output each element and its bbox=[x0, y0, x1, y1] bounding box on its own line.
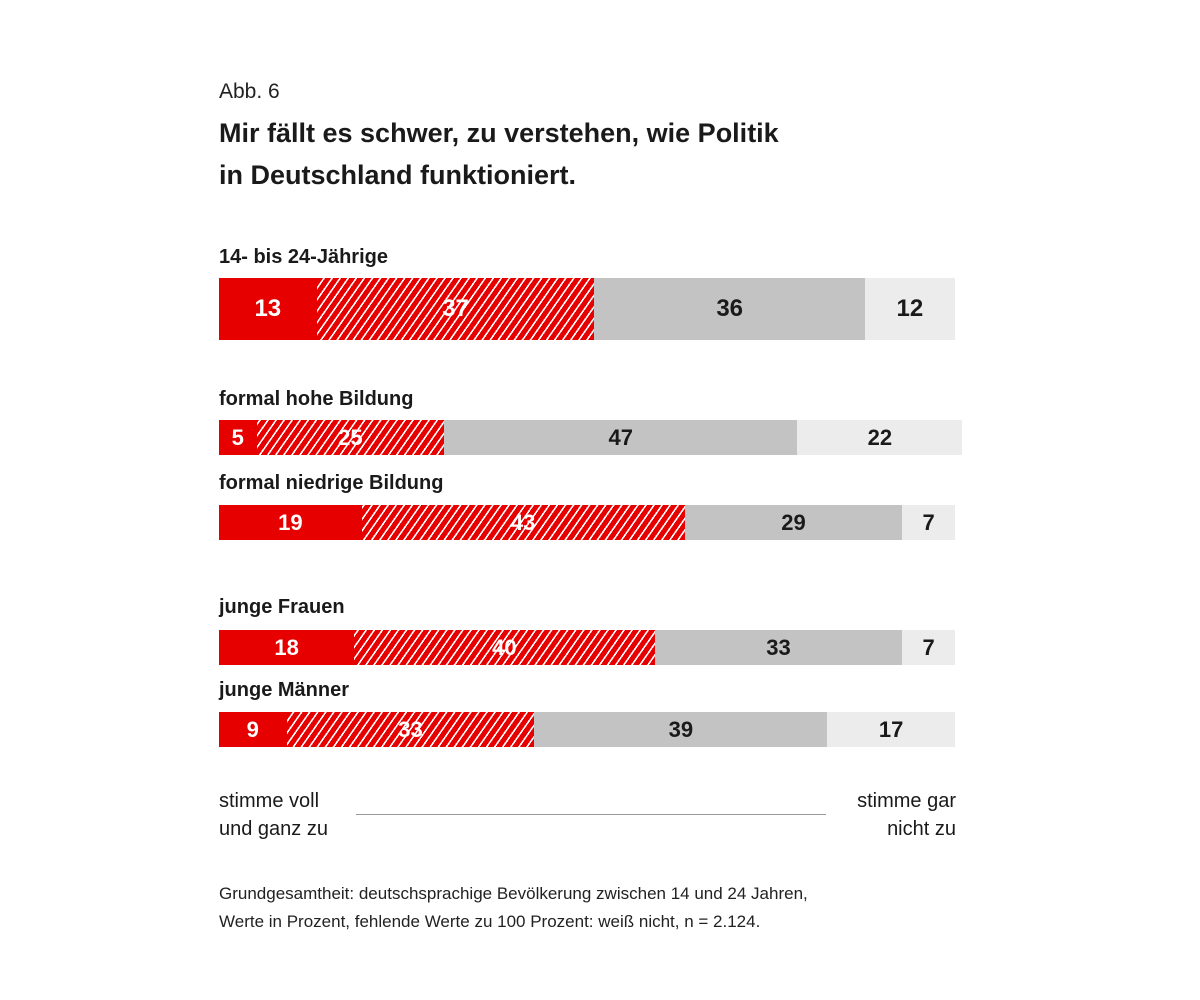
scale-label-right: stimme gar nicht zu bbox=[857, 787, 956, 843]
segment-eher-nicht: 29 bbox=[684, 505, 903, 540]
chart-title: Mir fällt es schwer, zu verstehen, wie P… bbox=[219, 112, 779, 196]
chart-title-line-2: in Deutschland funktioniert. bbox=[219, 160, 577, 190]
data-label: 29 bbox=[781, 509, 806, 535]
data-label: 37 bbox=[442, 295, 469, 322]
scale-label-right-line-2: nicht zu bbox=[887, 818, 956, 840]
segment-eher-nicht: 36 bbox=[594, 278, 865, 340]
scale-label-right-line-1: stimme gar bbox=[857, 790, 956, 812]
segment-eher-zu: 43 bbox=[361, 505, 685, 540]
chart-title-line-1: Mir fällt es schwer, zu verstehen, wie P… bbox=[219, 118, 779, 148]
category-label: 14- bis 24-Jährige bbox=[219, 246, 388, 268]
segment-voll-und-ganz: 13 bbox=[219, 278, 317, 340]
segment-voll-und-ganz: 5 bbox=[219, 420, 257, 455]
data-label: 36 bbox=[716, 295, 744, 322]
data-label: 25 bbox=[338, 424, 363, 450]
data-label: 47 bbox=[608, 424, 634, 450]
category-label: formal niedrige Bildung bbox=[219, 472, 444, 494]
segment-gar-nicht: 12 bbox=[864, 278, 955, 340]
data-label: 22 bbox=[867, 424, 893, 450]
segment-gar-nicht: 7 bbox=[902, 505, 955, 540]
bar-row: 18 40 33 7 bbox=[219, 630, 955, 665]
scale-label-left-line-2: und ganz zu bbox=[219, 818, 328, 840]
data-label: 5 bbox=[231, 424, 244, 450]
footnote-line-2: Werte in Prozent, fehlende Werte zu 100 … bbox=[219, 912, 761, 931]
segment-eher-nicht: 39 bbox=[534, 712, 828, 747]
data-label: 12 bbox=[896, 295, 924, 322]
segment-eher-nicht: 47 bbox=[444, 420, 798, 455]
footnote-line-1: Grundgesamtheit: deutschsprachige Bevölk… bbox=[219, 884, 808, 903]
segment-eher-zu: 25 bbox=[256, 420, 445, 455]
data-label: 9 bbox=[246, 716, 259, 742]
data-label: 7 bbox=[922, 509, 935, 535]
bar-row: 5 25 47 22 bbox=[219, 420, 963, 455]
category-label: junge Männer bbox=[219, 679, 350, 701]
bar-row: 9 33 39 17 bbox=[219, 712, 955, 747]
category-label: formal hohe Bildung bbox=[219, 388, 414, 410]
data-label: 39 bbox=[668, 716, 694, 742]
data-label: 33 bbox=[398, 716, 423, 742]
segment-gar-nicht: 22 bbox=[797, 420, 963, 455]
segment-voll-und-ganz: 9 bbox=[219, 712, 287, 747]
scale-label-left: stimme voll und ganz zu bbox=[219, 787, 328, 843]
data-label: 40 bbox=[492, 634, 517, 660]
data-label: 17 bbox=[878, 716, 904, 742]
segment-voll-und-ganz: 18 bbox=[219, 630, 355, 665]
segment-eher-zu: 33 bbox=[286, 712, 535, 747]
bar-row: 13 37 36 12 bbox=[219, 278, 955, 340]
data-label: 7 bbox=[922, 634, 935, 660]
segment-eher-nicht: 33 bbox=[654, 630, 903, 665]
figure-label: Abb. 6 bbox=[219, 80, 280, 103]
data-label: 18 bbox=[274, 634, 299, 660]
data-label: 13 bbox=[254, 295, 282, 322]
data-label: 43 bbox=[510, 509, 536, 535]
bar-row: 19 43 29 7 bbox=[219, 505, 955, 540]
segment-gar-nicht: 7 bbox=[902, 630, 955, 665]
segment-eher-zu: 40 bbox=[354, 630, 655, 665]
segment-voll-und-ganz: 19 bbox=[219, 505, 362, 540]
segment-gar-nicht: 17 bbox=[827, 712, 955, 747]
data-label: 33 bbox=[766, 634, 791, 660]
footnote: Grundgesamtheit: deutschsprachige Bevölk… bbox=[219, 880, 808, 936]
segment-eher-zu: 37 bbox=[316, 278, 595, 340]
category-label: junge Frauen bbox=[219, 596, 345, 618]
scale-divider-line bbox=[356, 814, 826, 815]
data-label: 19 bbox=[278, 509, 303, 535]
scale-label-left-line-1: stimme voll bbox=[219, 790, 320, 812]
